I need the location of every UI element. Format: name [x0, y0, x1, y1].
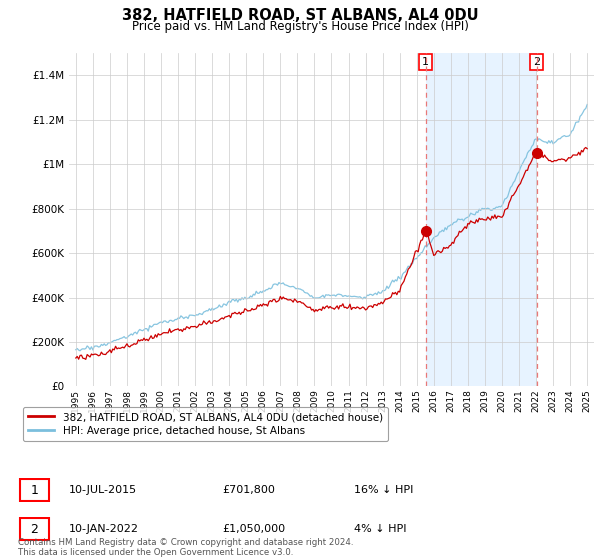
Text: 2: 2 — [533, 57, 540, 67]
Text: £701,800: £701,800 — [222, 485, 275, 495]
Text: £1,050,000: £1,050,000 — [222, 524, 285, 534]
Text: Contains HM Land Registry data © Crown copyright and database right 2024.
This d: Contains HM Land Registry data © Crown c… — [18, 538, 353, 557]
Text: 1: 1 — [422, 57, 429, 67]
Text: Price paid vs. HM Land Registry's House Price Index (HPI): Price paid vs. HM Land Registry's House … — [131, 20, 469, 32]
Legend: 382, HATFIELD ROAD, ST ALBANS, AL4 0DU (detached house), HPI: Average price, det: 382, HATFIELD ROAD, ST ALBANS, AL4 0DU (… — [23, 407, 388, 441]
Bar — [426, 53, 536, 386]
Text: 10-JAN-2022: 10-JAN-2022 — [69, 524, 139, 534]
Text: 382, HATFIELD ROAD, ST ALBANS, AL4 0DU: 382, HATFIELD ROAD, ST ALBANS, AL4 0DU — [122, 8, 478, 24]
Text: 16% ↓ HPI: 16% ↓ HPI — [354, 485, 413, 495]
Text: 4% ↓ HPI: 4% ↓ HPI — [354, 524, 407, 534]
Text: 1: 1 — [31, 483, 38, 497]
Text: 10-JUL-2015: 10-JUL-2015 — [69, 485, 137, 495]
Text: 2: 2 — [31, 522, 38, 536]
